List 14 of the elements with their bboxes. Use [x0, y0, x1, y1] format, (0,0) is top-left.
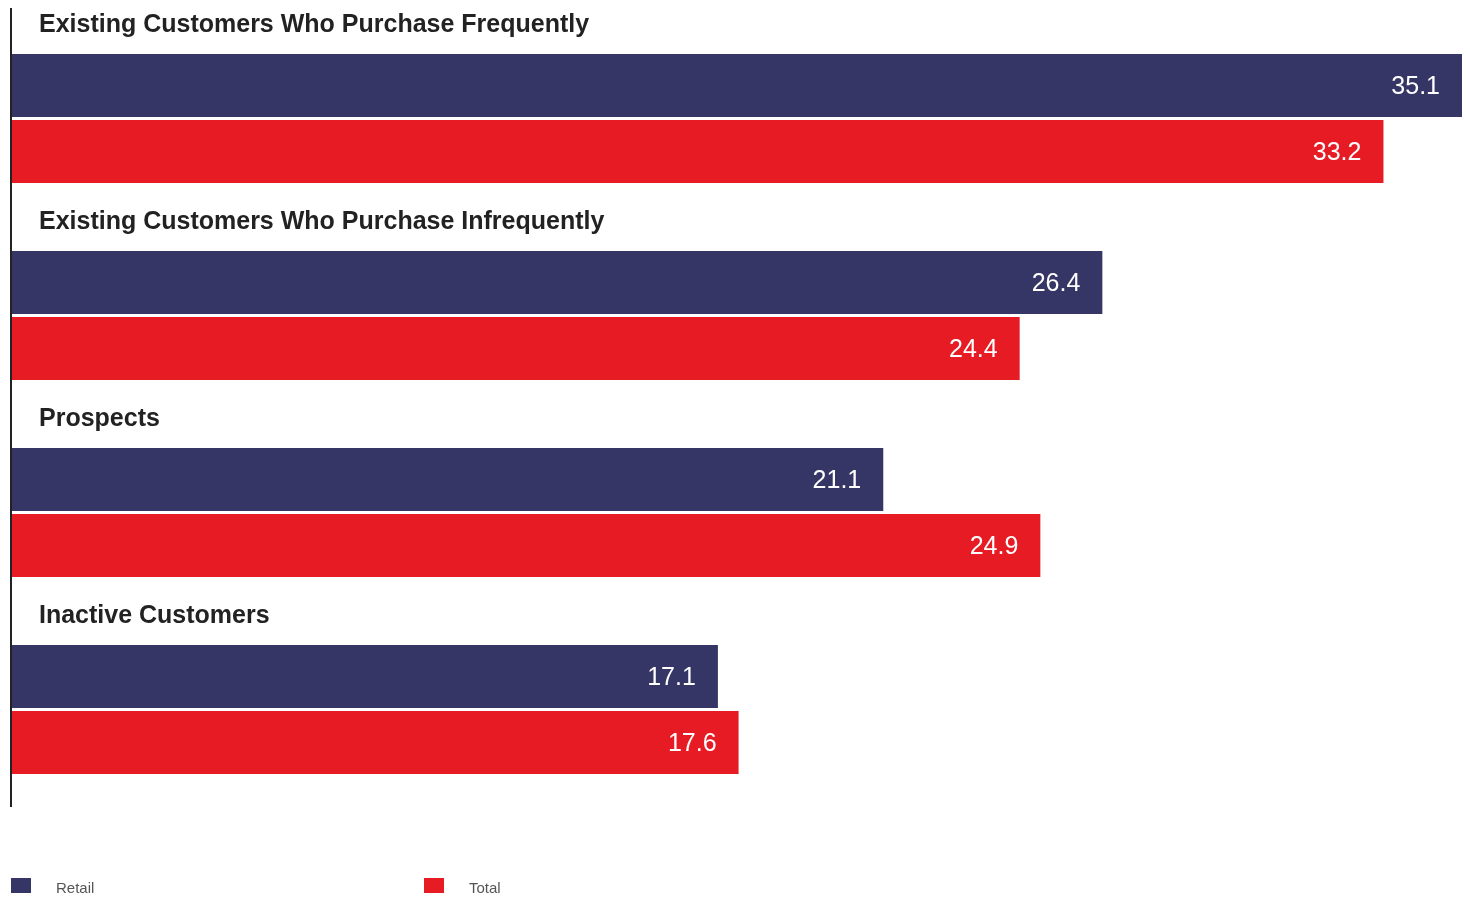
y-tick-label: Existing Customers Who Purchase Infrequently	[39, 206, 605, 234]
y-tick-label: Prospects	[39, 403, 160, 431]
y-tick-label: Existing Customers Who Purchase Frequently	[39, 9, 590, 37]
data-label: 33.2	[1312, 137, 1362, 166]
data-label: 24.9	[969, 531, 1019, 560]
legend-label: Retail	[56, 879, 95, 897]
data-label: 24.4	[949, 334, 998, 363]
data-label: 21.1	[812, 465, 862, 494]
data-label: 17.6	[667, 728, 717, 757]
legend-label: Total	[469, 879, 501, 897]
data-label: 17.1	[647, 662, 696, 691]
y-tick-label: Inactive Customers	[39, 600, 270, 628]
data-label: 26.4	[1031, 268, 1081, 297]
data-label: 35.1	[1391, 71, 1440, 100]
